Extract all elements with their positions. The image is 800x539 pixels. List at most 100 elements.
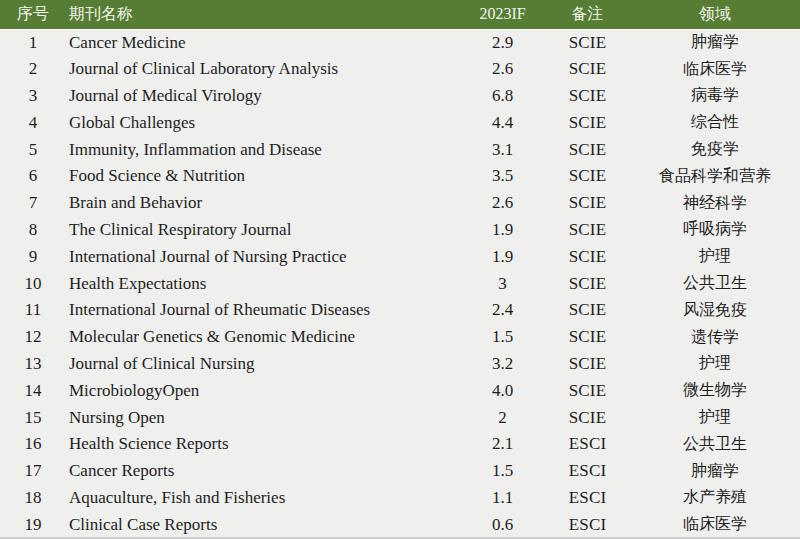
cell-note: ESCI	[545, 458, 630, 485]
cell-index: 13	[0, 351, 66, 378]
cell-index: 1	[0, 29, 66, 56]
cell-journal-name: Clinical Case Reports	[66, 511, 460, 538]
cell-index: 6	[0, 163, 66, 190]
cell-note: ESCI	[545, 511, 630, 538]
table-row: 12 Molecular Genetics & Genomic Medicine…	[0, 324, 800, 351]
cell-index: 12	[0, 324, 66, 351]
cell-impact-factor: 2.9	[460, 29, 545, 56]
cell-field: 临床医学	[630, 511, 800, 538]
cell-field: 肿瘤学	[630, 29, 800, 56]
cell-note: SCIE	[545, 83, 630, 110]
cell-note: SCIE	[545, 351, 630, 378]
column-header-field: 领域	[630, 0, 800, 29]
table-row: 10 Health Expectations 3 SCIE 公共卫生	[0, 270, 800, 297]
table-header-row: 序号 期刊名称 2023IF 备注 领域	[0, 0, 800, 29]
cell-index: 4	[0, 109, 66, 136]
cell-note: SCIE	[545, 324, 630, 351]
table-row: 4 Global Challenges 4.4 SCIE 综合性	[0, 109, 800, 136]
cell-field: 护理	[630, 351, 800, 378]
table-row: 18 Aquaculture, Fish and Fisheries 1.1 E…	[0, 485, 800, 512]
cell-impact-factor: 2.4	[460, 297, 545, 324]
cell-impact-factor: 2	[460, 404, 545, 431]
cell-impact-factor: 0.6	[460, 511, 545, 538]
cell-field: 水产养殖	[630, 485, 800, 512]
cell-journal-name: International Journal of Rheumatic Disea…	[66, 297, 460, 324]
cell-impact-factor: 2.1	[460, 431, 545, 458]
cell-note: SCIE	[545, 377, 630, 404]
cell-impact-factor: 3.1	[460, 136, 545, 163]
cell-journal-name: The Clinical Respiratory Journal	[66, 217, 460, 244]
cell-field: 免疫学	[630, 136, 800, 163]
cell-journal-name: Brain and Behavior	[66, 190, 460, 217]
cell-journal-name: Health Expectations	[66, 270, 460, 297]
cell-field: 临床医学	[630, 56, 800, 83]
cell-index: 18	[0, 485, 66, 512]
cell-index: 5	[0, 136, 66, 163]
column-header-note: 备注	[545, 0, 630, 29]
cell-note: SCIE	[545, 243, 630, 270]
cell-journal-name: Journal of Clinical Laboratory Analysis	[66, 56, 460, 83]
cell-impact-factor: 2.6	[460, 190, 545, 217]
cell-journal-name: Cancer Medicine	[66, 29, 460, 56]
cell-field: 护理	[630, 404, 800, 431]
table-row: 7 Brain and Behavior 2.6 SCIE 神经科学	[0, 190, 800, 217]
cell-impact-factor: 3.5	[460, 163, 545, 190]
table-row: 5 Immunity, Inflammation and Disease 3.1…	[0, 136, 800, 163]
table-row: 3 Journal of Medical Virology 6.8 SCIE 病…	[0, 83, 800, 110]
cell-note: SCIE	[545, 56, 630, 83]
table-row: 9 International Journal of Nursing Pract…	[0, 243, 800, 270]
cell-index: 7	[0, 190, 66, 217]
cell-journal-name: Aquaculture, Fish and Fisheries	[66, 485, 460, 512]
column-header-journal-name: 期刊名称	[66, 0, 460, 29]
cell-journal-name: Health Science Reports	[66, 431, 460, 458]
cell-index: 16	[0, 431, 66, 458]
cell-index: 9	[0, 243, 66, 270]
cell-impact-factor: 3	[460, 270, 545, 297]
cell-note: ESCI	[545, 485, 630, 512]
cell-index: 3	[0, 83, 66, 110]
cell-journal-name: Global Challenges	[66, 109, 460, 136]
cell-field: 食品科学和营养	[630, 163, 800, 190]
cell-index: 10	[0, 270, 66, 297]
table-row: 16 Health Science Reports 2.1 ESCI 公共卫生	[0, 431, 800, 458]
cell-field: 肿瘤学	[630, 458, 800, 485]
cell-note: SCIE	[545, 29, 630, 56]
journal-if-table-page: 序号 期刊名称 2023IF 备注 领域 1 Cancer Medicine 2…	[0, 0, 800, 539]
cell-note: SCIE	[545, 297, 630, 324]
cell-journal-name: International Journal of Nursing Practic…	[66, 243, 460, 270]
table-row: 19 Clinical Case Reports 0.6 ESCI 临床医学	[0, 511, 800, 538]
cell-note: ESCI	[545, 431, 630, 458]
table-row: 17 Cancer Reports 1.5 ESCI 肿瘤学	[0, 458, 800, 485]
cell-note: SCIE	[545, 404, 630, 431]
cell-journal-name: Immunity, Inflammation and Disease	[66, 136, 460, 163]
cell-note: SCIE	[545, 136, 630, 163]
cell-note: SCIE	[545, 217, 630, 244]
cell-journal-name: Nursing Open	[66, 404, 460, 431]
cell-impact-factor: 3.2	[460, 351, 545, 378]
cell-impact-factor: 2.6	[460, 56, 545, 83]
cell-note: SCIE	[545, 163, 630, 190]
cell-journal-name: MicrobiologyOpen	[66, 377, 460, 404]
cell-journal-name: Molecular Genetics & Genomic Medicine	[66, 324, 460, 351]
cell-journal-name: Food Science & Nutrition	[66, 163, 460, 190]
cell-note: SCIE	[545, 270, 630, 297]
cell-field: 公共卫生	[630, 270, 800, 297]
cell-field: 微生物学	[630, 377, 800, 404]
table-row: 1 Cancer Medicine 2.9 SCIE 肿瘤学	[0, 29, 800, 56]
cell-field: 遗传学	[630, 324, 800, 351]
cell-field: 护理	[630, 243, 800, 270]
cell-note: SCIE	[545, 109, 630, 136]
cell-impact-factor: 1.9	[460, 217, 545, 244]
table-row: 6 Food Science & Nutrition 3.5 SCIE 食品科学…	[0, 163, 800, 190]
cell-field: 病毒学	[630, 83, 800, 110]
table-row: 11 International Journal of Rheumatic Di…	[0, 297, 800, 324]
table-row: 8 The Clinical Respiratory Journal 1.9 S…	[0, 217, 800, 244]
cell-note: SCIE	[545, 190, 630, 217]
cell-impact-factor: 1.5	[460, 324, 545, 351]
cell-field: 公共卫生	[630, 431, 800, 458]
table-body: 1 Cancer Medicine 2.9 SCIE 肿瘤学 2 Journal…	[0, 29, 800, 538]
cell-index: 2	[0, 56, 66, 83]
table-row: 15 Nursing Open 2 SCIE 护理	[0, 404, 800, 431]
cell-field: 神经科学	[630, 190, 800, 217]
cell-field: 综合性	[630, 109, 800, 136]
